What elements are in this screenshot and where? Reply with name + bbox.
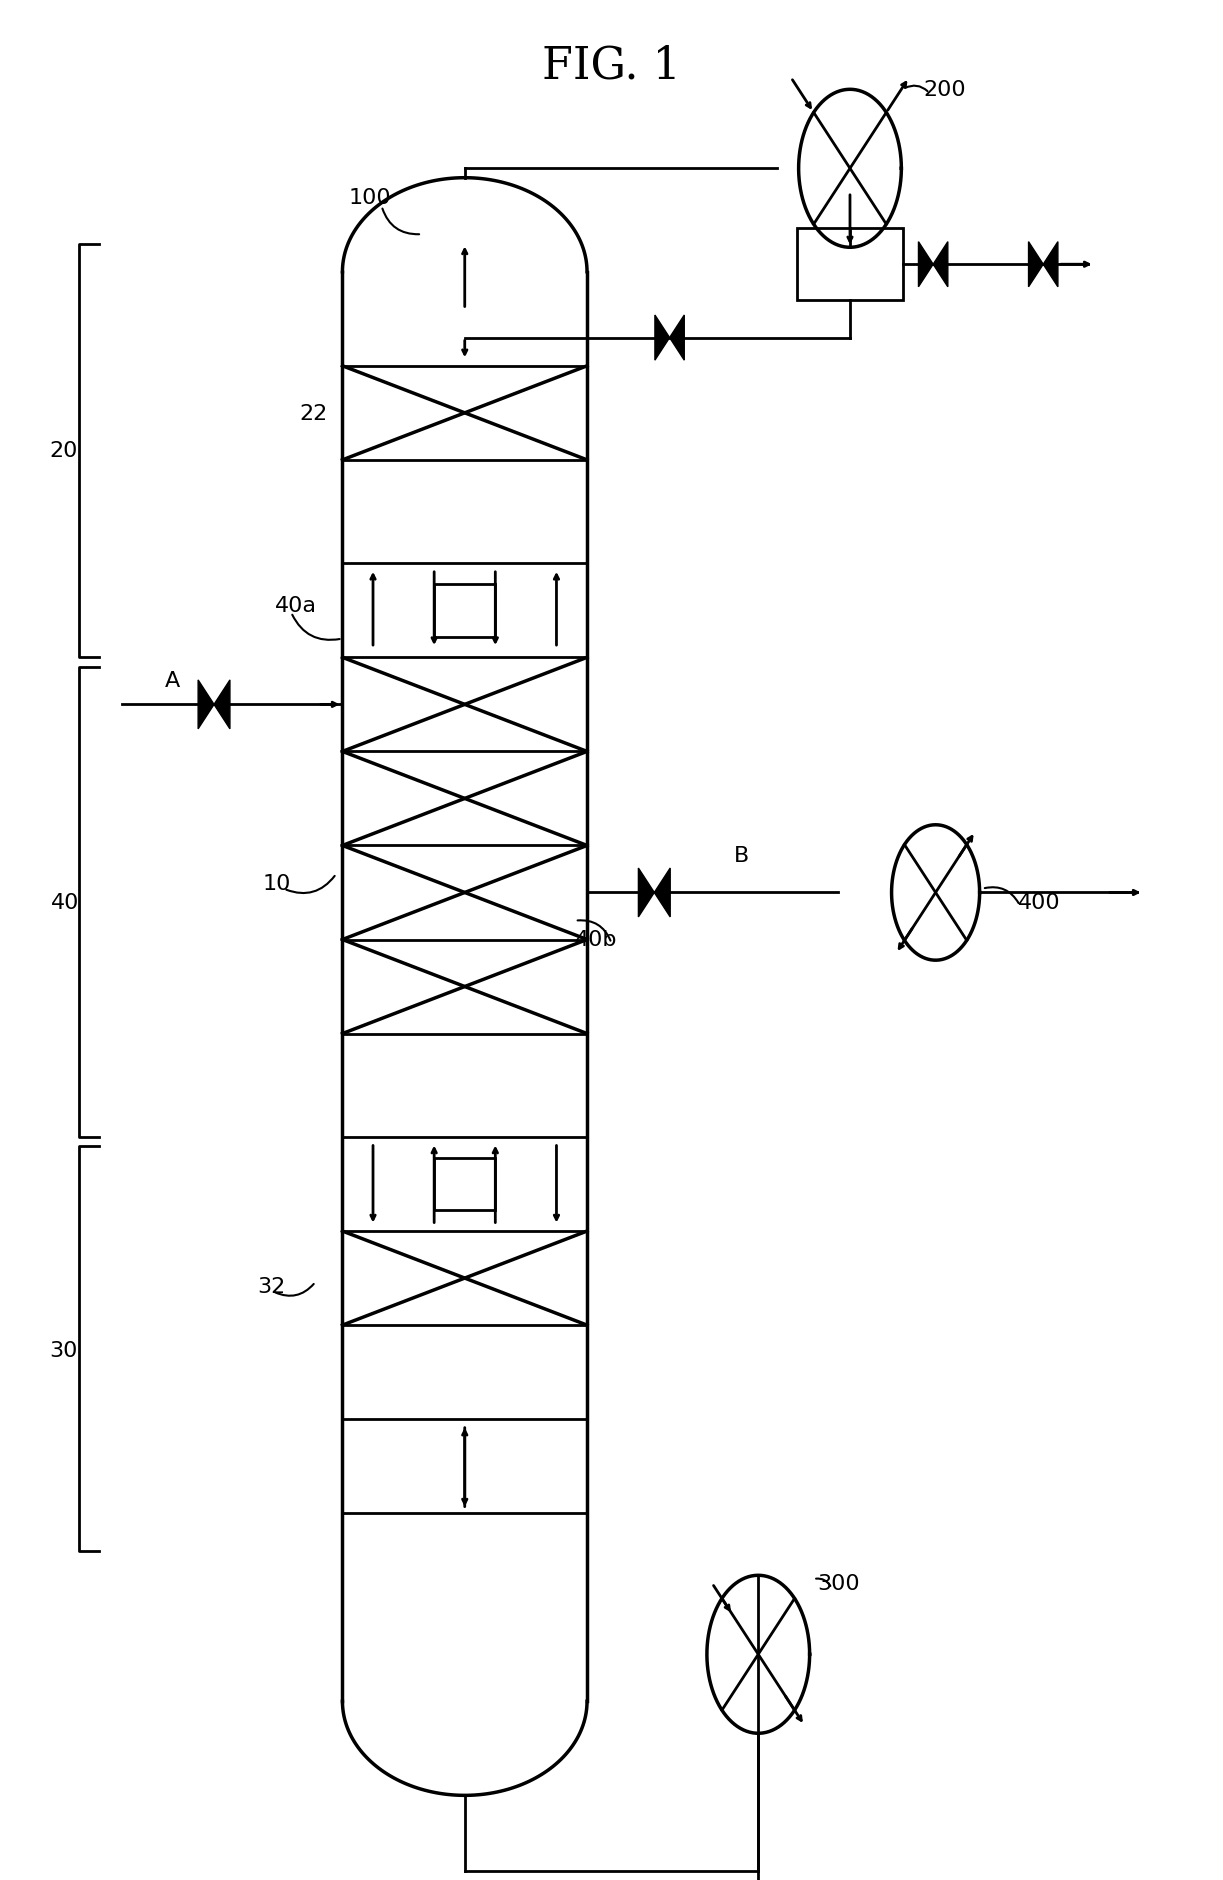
Polygon shape bbox=[670, 316, 685, 361]
Polygon shape bbox=[654, 869, 670, 917]
Text: 40b: 40b bbox=[575, 931, 618, 949]
Text: 20: 20 bbox=[49, 442, 77, 461]
Polygon shape bbox=[1029, 243, 1043, 288]
Text: 40a: 40a bbox=[275, 596, 317, 615]
Polygon shape bbox=[918, 243, 933, 288]
Text: FIG. 1: FIG. 1 bbox=[542, 45, 681, 86]
Text: 32: 32 bbox=[257, 1277, 285, 1295]
Text: B: B bbox=[734, 846, 748, 865]
Polygon shape bbox=[198, 681, 214, 729]
Bar bbox=[797, 229, 903, 301]
Bar bbox=[434, 585, 495, 637]
Polygon shape bbox=[214, 681, 230, 729]
Text: 22: 22 bbox=[300, 404, 328, 423]
Bar bbox=[434, 1158, 495, 1211]
Text: 30: 30 bbox=[49, 1340, 77, 1359]
Text: 300: 300 bbox=[817, 1574, 860, 1592]
Text: 40: 40 bbox=[51, 893, 79, 912]
Polygon shape bbox=[656, 316, 670, 361]
Text: A: A bbox=[165, 671, 180, 690]
Polygon shape bbox=[638, 869, 654, 917]
Text: 200: 200 bbox=[923, 81, 966, 100]
Text: 100: 100 bbox=[349, 188, 391, 207]
Polygon shape bbox=[1043, 243, 1058, 288]
Polygon shape bbox=[933, 243, 948, 288]
Text: 10: 10 bbox=[263, 874, 291, 893]
Text: 400: 400 bbox=[1018, 893, 1060, 912]
